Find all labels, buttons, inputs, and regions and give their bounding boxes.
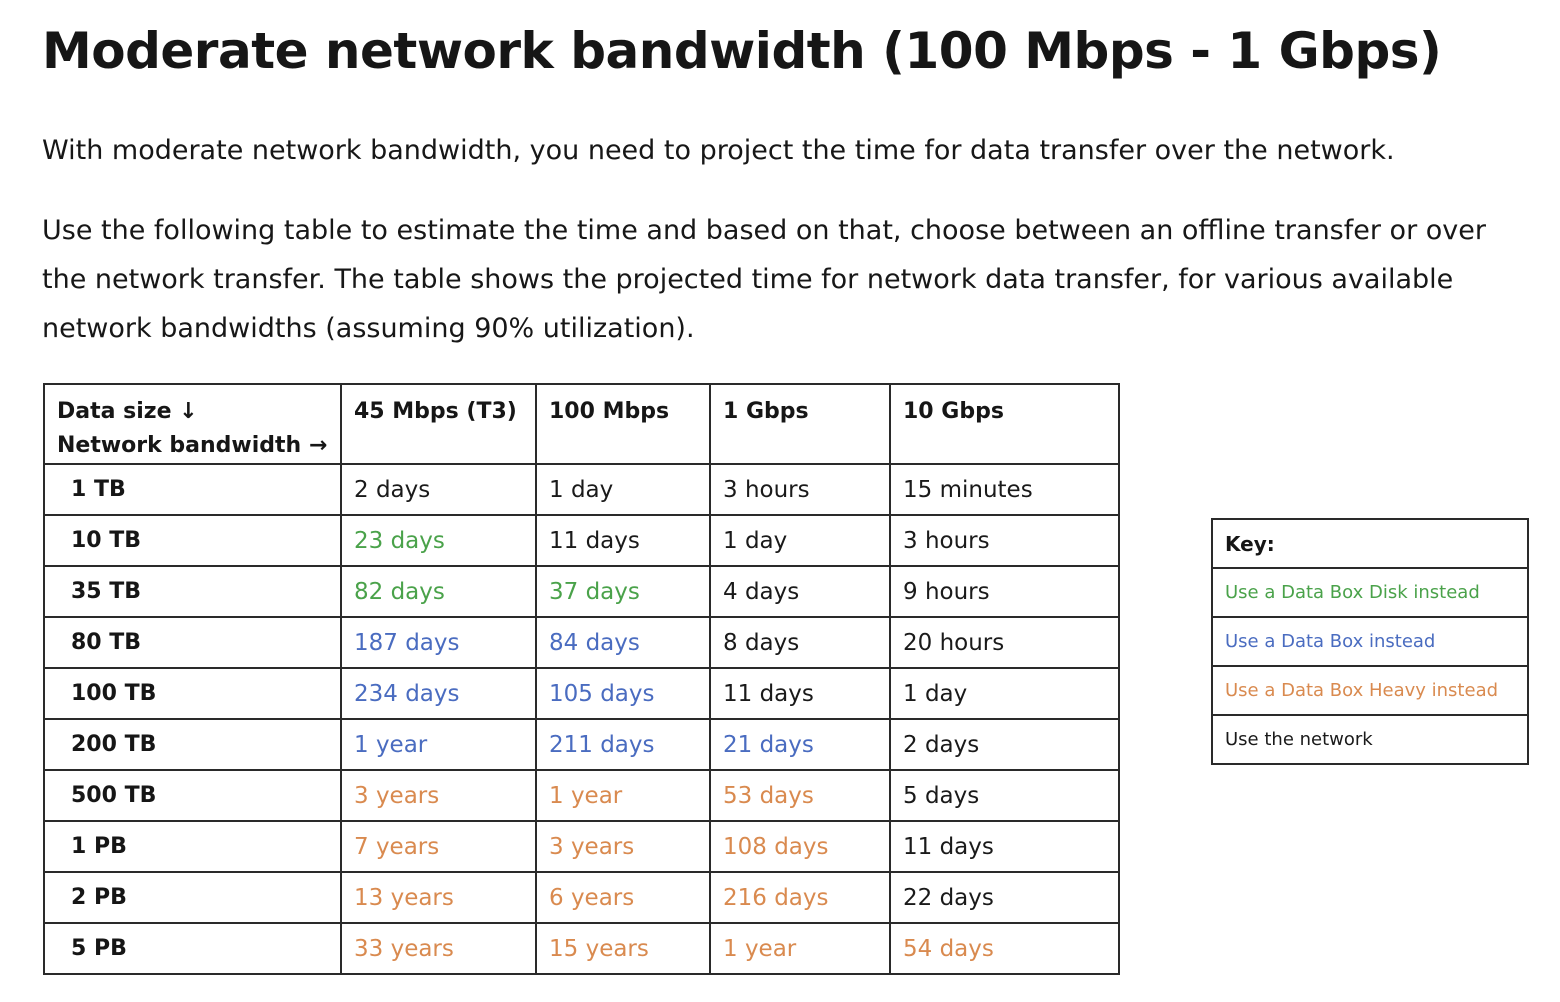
- transfer-time-cell: 11 days: [889, 820, 1120, 873]
- table-row: 35 TB 82 days 37 days 4 days 9 hours: [43, 565, 1120, 618]
- key-row: Use a Data Box Disk instead: [1211, 567, 1529, 618]
- transfer-time-cell: 2 days: [340, 463, 537, 516]
- table-row: 10 TB 23 days 11 days 1 day 3 hours: [43, 514, 1120, 567]
- transfer-time-cell: 1 year: [709, 922, 891, 975]
- data-size-cell: 35 TB: [43, 565, 342, 618]
- transfer-time-cell: 37 days: [535, 565, 711, 618]
- data-size-cell: 10 TB: [43, 514, 342, 567]
- transfer-time-cell: 5 days: [889, 769, 1120, 822]
- data-size-cell: 2 PB: [43, 871, 342, 924]
- data-size-cell: 200 TB: [43, 718, 342, 771]
- transfer-time-cell: 1 day: [709, 514, 891, 567]
- transfer-time-cell: 3 hours: [709, 463, 891, 516]
- transfer-time-cell: 4 days: [709, 565, 891, 618]
- transfer-time-cell: 2 days: [889, 718, 1120, 771]
- transfer-time-cell: 3 years: [340, 769, 537, 822]
- table-row: 1 PB 7 years 3 years 108 days 11 days: [43, 820, 1120, 873]
- table-row: 100 TB 234 days 105 days 11 days 1 day: [43, 667, 1120, 720]
- transfer-time-cell: 8 days: [709, 616, 891, 669]
- table-body: 1 TB 2 days 1 day 3 hours 15 minutes 10 TB 23 …: [43, 463, 1120, 975]
- table-row: 2 PB 13 years 6 years 216 days 22 days: [43, 871, 1120, 924]
- data-size-cell: 80 TB: [43, 616, 342, 669]
- key-row: Use a Data Box instead: [1211, 616, 1529, 667]
- transfer-time-cell: 13 years: [340, 871, 537, 924]
- transfer-time-cell: 1 year: [535, 769, 711, 822]
- key-item-network: Use the network: [1211, 714, 1529, 765]
- transfer-time-cell: 54 days: [889, 922, 1120, 975]
- data-size-axis-label: Data size ↓: [57, 399, 198, 424]
- transfer-time-cell: 15 years: [535, 922, 711, 975]
- network-bandwidth-axis-label: Network bandwidth →: [57, 433, 328, 458]
- table-row: 200 TB 1 year 211 days 21 days 2 days: [43, 718, 1120, 771]
- transfer-time-cell: 1 year: [340, 718, 537, 771]
- transfer-time-cell: 11 days: [535, 514, 711, 567]
- key-row: Use a Data Box Heavy instead: [1211, 665, 1529, 716]
- transfer-time-cell: 22 days: [889, 871, 1120, 924]
- data-size-cell: 1 PB: [43, 820, 342, 873]
- table-row: 5 PB 33 years 15 years 1 year 54 days: [43, 922, 1120, 975]
- transfer-time-table: Data size ↓ Network bandwidth → 45 Mbps …: [43, 383, 1120, 975]
- transfer-time-cell: 11 days: [709, 667, 891, 720]
- transfer-time-cell: 211 days: [535, 718, 711, 771]
- transfer-time-cell: 3 hours: [889, 514, 1120, 567]
- table-header-row: Data size ↓ Network bandwidth → 45 Mbps …: [43, 383, 1120, 465]
- transfer-time-cell: 6 years: [535, 871, 711, 924]
- table-description-paragraph: Use the following table to estimate the …: [42, 215, 1486, 344]
- column-header: 45 Mbps (T3): [340, 383, 537, 465]
- transfer-time-cell: 105 days: [535, 667, 711, 720]
- key-header-row: Key:: [1211, 518, 1529, 569]
- data-size-cell: 100 TB: [43, 667, 342, 720]
- transfer-time-cell: 33 years: [340, 922, 537, 975]
- column-header: 10 Gbps: [889, 383, 1120, 465]
- legend-key-table: Key: Use a Data Box Disk instead Use a Da…: [1211, 518, 1529, 765]
- key-body: Key: Use a Data Box Disk instead Use a Da…: [1211, 518, 1529, 765]
- transfer-time-cell: 23 days: [340, 514, 537, 567]
- transfer-time-cell: 84 days: [535, 616, 711, 669]
- key-row: Use the network: [1211, 714, 1529, 765]
- column-header: 1 Gbps: [709, 383, 891, 465]
- transfer-time-cell: 7 years: [340, 820, 537, 873]
- data-size-cell: 5 PB: [43, 922, 342, 975]
- transfer-time-cell: 1 day: [535, 463, 711, 516]
- transfer-time-cell: 9 hours: [889, 565, 1120, 618]
- transfer-time-cell: 3 years: [535, 820, 711, 873]
- table-row: 1 TB 2 days 1 day 3 hours 15 minutes: [43, 463, 1120, 516]
- transfer-time-cell: 15 minutes: [889, 463, 1120, 516]
- page-title: Moderate network bandwidth (100 Mbps - 1…: [42, 22, 1442, 80]
- transfer-time-cell: 108 days: [709, 820, 891, 873]
- key-title: Key:: [1211, 518, 1529, 569]
- table-row: 80 TB 187 days 84 days 8 days 20 hours: [43, 616, 1120, 669]
- data-size-cell: 500 TB: [43, 769, 342, 822]
- table-row: 500 TB 3 years 1 year 53 days 5 days: [43, 769, 1120, 822]
- key-item-disk: Use a Data Box Disk instead: [1211, 567, 1529, 618]
- transfer-time-cell: 53 days: [709, 769, 891, 822]
- transfer-time-cell: 216 days: [709, 871, 891, 924]
- transfer-time-cell: 187 days: [340, 616, 537, 669]
- transfer-time-cell: 234 days: [340, 667, 537, 720]
- intro-paragraph: With moderate network bandwidth, you nee…: [42, 135, 1395, 166]
- key-item-heavy: Use a Data Box Heavy instead: [1211, 665, 1529, 716]
- key-item-box: Use a Data Box instead: [1211, 616, 1529, 667]
- transfer-time-cell: 1 day: [889, 667, 1120, 720]
- corner-header: Data size ↓ Network bandwidth →: [43, 383, 342, 465]
- column-header: 100 Mbps: [535, 383, 711, 465]
- transfer-time-cell: 20 hours: [889, 616, 1120, 669]
- transfer-time-cell: 21 days: [709, 718, 891, 771]
- data-size-cell: 1 TB: [43, 463, 342, 516]
- transfer-time-cell: 82 days: [340, 565, 537, 618]
